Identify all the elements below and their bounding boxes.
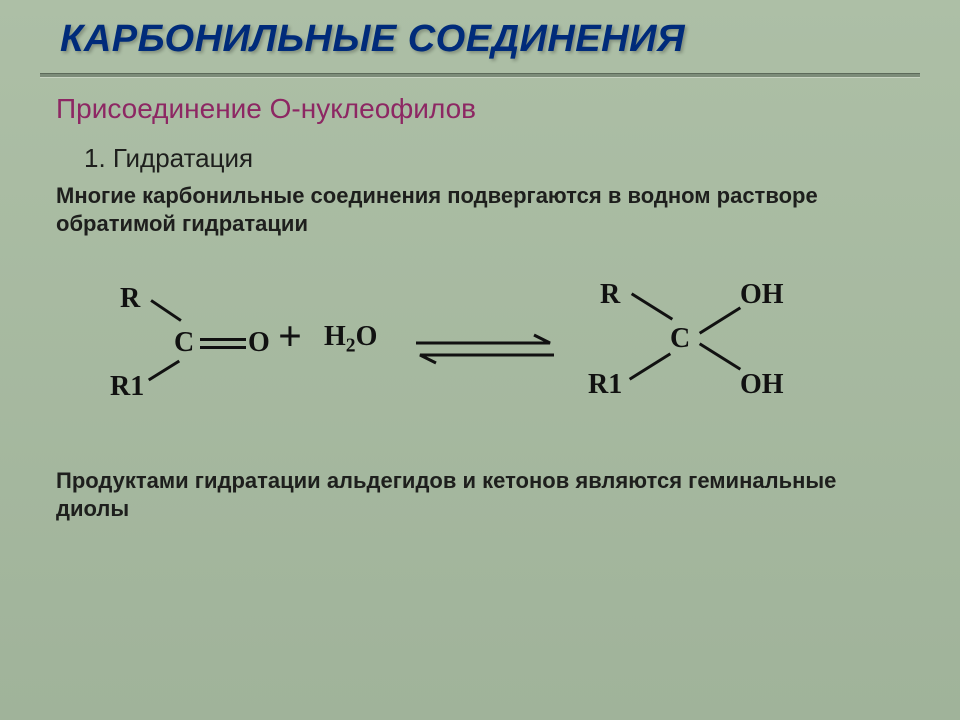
reactant-carbon: C — [174, 327, 194, 359]
bond — [148, 360, 180, 382]
subtitle: Присоединение О-нуклеофилов — [56, 93, 910, 125]
slide-title: КАРБОНИЛЬНЫЕ СОЕДИНЕНИЯ — [60, 18, 910, 61]
bond — [699, 307, 741, 335]
reactant-r-bottom: R1 — [110, 371, 144, 403]
section-heading: 1. Гидратация — [84, 143, 910, 174]
bond — [629, 353, 671, 381]
slide: КАРБОНИЛЬНЫЕ СОЕДИНЕНИЯ Присоединение О-… — [0, 0, 960, 720]
product-r-top: R — [600, 279, 620, 311]
product-diol: R R1 C OH OH — [580, 277, 830, 417]
equilibrium-arrow-icon — [410, 329, 560, 369]
product-r-bottom: R1 — [588, 369, 622, 401]
plus-sign: + — [278, 313, 302, 361]
reaction-scheme: R R1 C O + H2O R R — [50, 273, 910, 443]
product-oh-top: OH — [740, 279, 784, 311]
bond — [699, 343, 741, 371]
intro-text: Многие карбонильные соединения подвергаю… — [56, 182, 900, 237]
outro-text: Продуктами гидратации альдегидов и кетон… — [56, 467, 900, 522]
double-bond — [200, 346, 246, 349]
reactant-carbonyl: R R1 C O — [100, 283, 290, 413]
product-oh-bottom: OH — [740, 369, 784, 401]
bond — [631, 293, 673, 321]
double-bond — [200, 338, 246, 341]
title-area: КАРБОНИЛЬНЫЕ СОЕДИНЕНИЯ — [0, 0, 960, 67]
product-carbon: C — [670, 323, 690, 355]
water-molecule: H2O — [324, 321, 377, 358]
reactant-oxygen: O — [248, 327, 270, 359]
reactant-r-top: R — [120, 283, 140, 315]
bond — [150, 299, 182, 322]
body-area: Присоединение О-нуклеофилов 1. Гидратаци… — [0, 77, 960, 522]
